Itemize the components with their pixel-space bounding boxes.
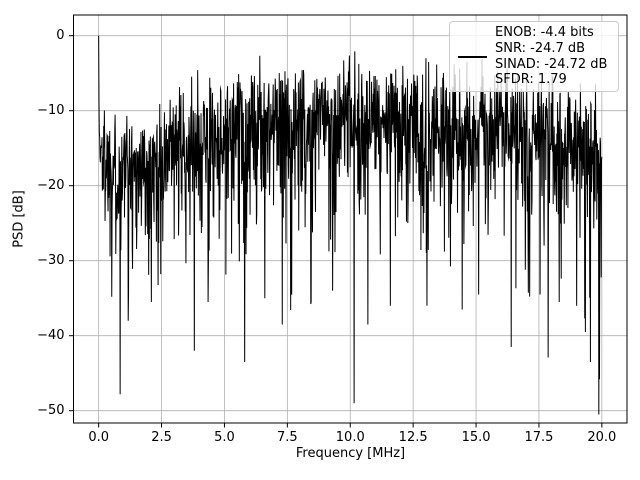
legend-entry-enob: ENOB: -4.4 bits: [495, 25, 594, 41]
legend-entry-sfdr: SFDR: 1.79: [495, 72, 567, 88]
x-axis-label: Frequency [MHz]: [295, 446, 406, 461]
legend: ENOB: -4.4 bits SNR: -24.7 dB SINAD: -24…: [449, 21, 619, 92]
legend-entry-sinad: SINAD: -24.72 dB: [495, 56, 608, 72]
legend-entries: ENOB: -4.4 bits SNR: -24.7 dB SINAD: -24…: [495, 25, 607, 87]
legend-entry-snr: SNR: -24.7 dB: [495, 40, 586, 56]
y-axis-label: PSD [dB]: [11, 190, 27, 248]
legend-line-sample: [458, 55, 487, 58]
